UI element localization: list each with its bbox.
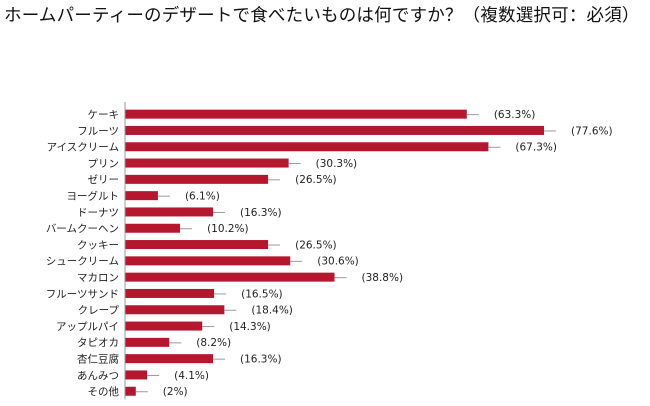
value-label: (77.6%) <box>571 125 613 137</box>
category-label: ゼリー <box>88 174 120 186</box>
bar <box>125 256 291 266</box>
value-label: (38.8%) <box>362 272 404 284</box>
bar <box>125 174 269 184</box>
bar <box>125 386 136 396</box>
category-label: あんみつ <box>77 370 119 382</box>
value-label: (63.3%) <box>494 109 536 121</box>
value-label: (6.1%) <box>185 190 220 202</box>
value-label: (2%) <box>163 386 188 398</box>
value-label: (30.3%) <box>316 158 358 170</box>
category-label: シュークリーム <box>46 256 119 268</box>
category-label: プリン <box>88 158 120 170</box>
value-label: (16.3%) <box>240 207 282 219</box>
category-label: アイスクリーム <box>47 142 119 154</box>
category-label: クッキー <box>77 239 119 251</box>
bar <box>125 109 467 119</box>
bar <box>125 191 158 201</box>
value-label: (16.3%) <box>240 353 282 365</box>
value-label: (18.4%) <box>251 305 293 317</box>
category-label: ケーキ <box>88 109 120 121</box>
category-label: フルーツ <box>77 125 119 137</box>
value-label: (8.2%) <box>196 337 231 349</box>
bar <box>125 125 545 135</box>
chart-title: ホームパーティーのデザートで食べたいものは何ですか？（複数選択可：必須） <box>4 6 640 26</box>
bar <box>125 142 489 152</box>
value-label: (10.2%) <box>207 223 249 235</box>
bar <box>125 370 148 380</box>
category-label: マカロン <box>77 272 119 284</box>
category-label: フルーツサンド <box>46 288 119 300</box>
value-label: (67.3%) <box>515 142 557 154</box>
value-label: (4.1%) <box>174 370 209 382</box>
value-label: (16.5%) <box>241 288 283 300</box>
category-label: バームクーヘン <box>46 223 119 235</box>
category-label: ヨーグルト <box>67 189 120 202</box>
value-label: (14.3%) <box>229 321 271 333</box>
category-label: ドーナツ <box>77 207 119 219</box>
bar <box>125 337 170 347</box>
bar <box>125 223 181 233</box>
bar <box>125 305 225 315</box>
category-label: タピオカ <box>77 337 119 349</box>
bar <box>125 354 214 364</box>
category-label: その他 <box>88 385 120 398</box>
category-label: 杏仁豆腐 <box>77 352 119 365</box>
value-label: (30.6%) <box>317 256 359 268</box>
category-label: クレープ <box>78 305 120 317</box>
bar <box>125 207 214 217</box>
bar <box>125 288 215 298</box>
value-label: (26.5%) <box>295 174 337 186</box>
bar <box>125 321 203 331</box>
bar <box>125 158 289 168</box>
bar <box>125 272 335 282</box>
category-label: アップルパイ <box>56 321 119 333</box>
bar <box>125 240 269 250</box>
value-label: (26.5%) <box>295 239 337 251</box>
